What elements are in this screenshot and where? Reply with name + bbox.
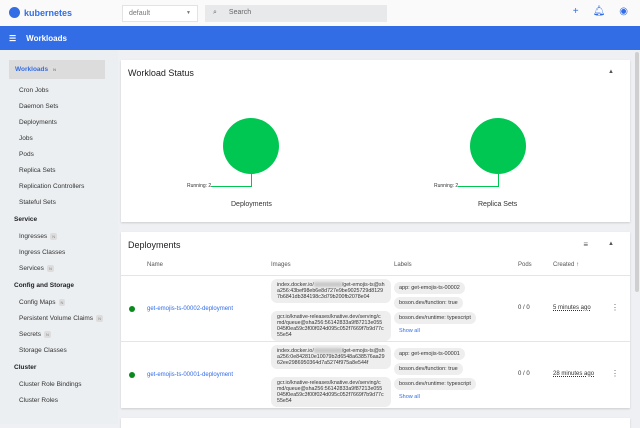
label-chip: app: get-emojis-ts-00001 — [394, 348, 465, 360]
table-row: get-emojis-ts-00002-deployment index.doc… — [121, 275, 630, 341]
page-title: Workloads — [26, 33, 67, 43]
toolbar: ☰ Workloads — [0, 26, 640, 50]
redacted-text — [313, 282, 342, 288]
workload-status-card: Workload Status ▲ Running: 2 Deployments… — [121, 60, 630, 222]
table-row: get-emojis-ts-00001-deployment index.doc… — [121, 341, 630, 407]
sidebar-item[interactable]: Jobs — [19, 135, 33, 142]
chevron-down-icon: ▼ — [186, 10, 191, 16]
label-chip: boson.dev/runtime: typescript — [394, 378, 476, 390]
deployment-link[interactable]: get-emojis-ts-00001-deployment — [147, 372, 234, 378]
sidebar-item[interactable]: Ingresses N — [19, 232, 58, 240]
status-ok-icon — [129, 372, 135, 378]
sidebar-section-service: Service — [14, 216, 38, 223]
more-actions-icon[interactable]: ⋮ — [611, 369, 619, 378]
deployments-card: Deployments ≡ ▲ Name Images Labels Pods … — [121, 232, 630, 408]
card-title: Deployments — [128, 240, 181, 250]
sidebar-section-cluster: Cluster — [14, 364, 37, 371]
search-input[interactable]: ⌕ Search — [205, 5, 387, 22]
kubernetes-icon — [9, 7, 20, 18]
card-title: Workload Status — [128, 68, 194, 78]
sidebar-section-config: Config and Storage — [14, 282, 74, 289]
menu-icon[interactable]: ☰ — [9, 33, 17, 43]
sidebar-item[interactable]: Daemon Sets — [19, 103, 59, 110]
account-icon[interactable]: ◉ — [619, 6, 628, 17]
show-all-link[interactable]: Show all — [399, 328, 420, 334]
sidebar-item[interactable]: Replica Sets — [19, 167, 56, 174]
more-actions-icon[interactable]: ⋮ — [611, 303, 619, 312]
sidebar-item[interactable]: Pods — [19, 151, 34, 158]
top-bar: kubernetes default ▼ ⌕ Search + 🔔︎ ◉ — [0, 0, 640, 26]
sidebar-item[interactable]: Cron Jobs — [19, 87, 49, 94]
show-all-link[interactable]: Show all — [399, 394, 420, 400]
scrollbar[interactable] — [635, 52, 639, 292]
kubernetes-logo[interactable]: kubernetes — [9, 7, 72, 18]
sidebar-item[interactable]: Storage Classes — [19, 347, 67, 354]
image-chip: index.docker.io//get-emojis-ts@sha256:0e… — [271, 345, 391, 369]
deployments-chart — [223, 118, 279, 174]
sidebar-item[interactable]: Stateful Sets — [19, 199, 56, 206]
filter-icon[interactable]: ≡ — [583, 240, 588, 249]
sidebar-item[interactable]: Secrets N — [19, 330, 51, 338]
collapse-icon[interactable]: ▲ — [608, 69, 614, 75]
label-chip: boson.dev/runtime: typescript — [394, 312, 476, 324]
sidebar-item[interactable]: Cluster Role Bindings — [19, 381, 82, 388]
bell-icon[interactable]: 🔔︎ — [592, 6, 606, 17]
plus-icon[interactable]: + — [572, 6, 579, 17]
sidebar-item[interactable]: Deployments — [19, 119, 57, 126]
deployment-link[interactable]: get-emojis-ts-00002-deployment — [147, 306, 234, 312]
sidebar-item[interactable]: Replication Controllers — [19, 183, 85, 190]
search-icon: ⌕ — [213, 9, 217, 16]
sidebar-item[interactable]: Ingress Classes — [19, 249, 66, 256]
collapse-icon[interactable]: ▲ — [608, 241, 614, 247]
sidebar-item[interactable]: Cluster Roles — [19, 397, 59, 404]
sidebar-item-workloads[interactable]: Workloads N — [9, 60, 105, 79]
sidebar: Workloads N Cron Jobs Daemon Sets Deployment… — [0, 50, 118, 424]
image-chip: gcr.io/knative-releases/knative.dev/serv… — [271, 311, 391, 341]
image-chip: gcr.io/knative-releases/knative.dev/serv… — [271, 377, 391, 407]
replica-sets-chart — [470, 118, 526, 174]
sidebar-item[interactable]: Services N — [19, 264, 54, 272]
sidebar-item[interactable]: Config Maps N — [19, 298, 66, 306]
redacted-text — [313, 348, 342, 354]
sidebar-item[interactable]: Persistent Volume Claims N — [19, 314, 103, 322]
label-chip: boson.dev/function: true — [394, 297, 463, 309]
namespace-select[interactable]: default ▼ — [122, 5, 198, 22]
image-chip: index.docker.io//get-emojis-ts@sha256:43… — [271, 279, 391, 303]
label-chip: boson.dev/function: true — [394, 363, 463, 375]
status-ok-icon — [129, 306, 135, 312]
label-chip: app: get-emojis-ts-00002 — [394, 282, 465, 294]
